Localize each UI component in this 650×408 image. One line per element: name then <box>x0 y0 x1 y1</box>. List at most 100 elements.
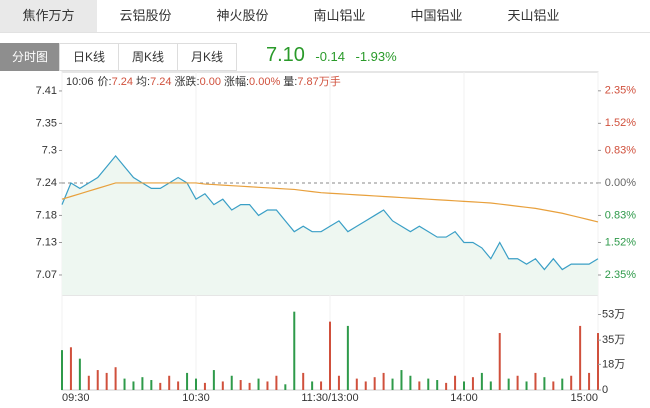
x-tick-label: 15:00 <box>570 392 598 404</box>
change-pct: -1.93% <box>355 49 397 64</box>
volume-bar <box>588 372 591 390</box>
y2-tick-label: 2.35% <box>605 269 636 281</box>
stock-tab[interactable]: 焦作万方 <box>0 0 97 32</box>
y2-tick-label: 0.00% <box>605 177 636 189</box>
x-tick-label: 10:30 <box>182 392 210 404</box>
volume-bar <box>96 370 99 390</box>
volume-bar <box>534 372 537 390</box>
volume-bar <box>516 375 519 390</box>
volume-bar <box>132 381 135 390</box>
period-tabs: 分时图 日K线 周K线 月K线 <box>0 43 237 71</box>
volume-bar <box>284 384 287 390</box>
volume-bar <box>78 358 81 390</box>
stock-tab[interactable]: 中国铝业 <box>410 8 463 23</box>
series-line <box>61 154 599 271</box>
info-label: 涨幅: <box>224 75 249 88</box>
info-value: 0.00 <box>200 76 221 88</box>
volume-bar <box>454 375 457 390</box>
volume-bar <box>203 382 206 390</box>
y2-tick-label: 0.83% <box>605 144 636 156</box>
stock-tab[interactable]: 南山铝业 <box>313 8 366 23</box>
volume-bar <box>427 378 430 390</box>
volume-bar <box>346 325 349 390</box>
volume-tick-label: 35万 <box>602 334 625 346</box>
volume-bar <box>105 372 108 390</box>
volume-bar <box>337 375 340 390</box>
volume-bar <box>311 381 314 390</box>
volume-bar <box>597 333 599 390</box>
volume-bar <box>159 382 162 390</box>
volume-bar <box>195 378 197 390</box>
info-value: 7.24 <box>112 76 133 88</box>
info-line: 10:06 价:7.24 均:7.24 涨跌:0.00 涨幅:0.00% 量:7.87万手 <box>66 74 341 88</box>
volume-bar <box>177 381 180 390</box>
x-tick-label: 11:30/13:00 <box>301 392 358 404</box>
volume-tick-label: 0 <box>602 384 608 396</box>
volume-bar <box>418 381 421 390</box>
info-value: 0.00% <box>249 76 280 88</box>
volume-bar <box>123 378 126 390</box>
volume-bar <box>150 380 153 390</box>
volume-bar <box>373 377 376 390</box>
volume-bar <box>463 381 465 390</box>
volume-bar <box>69 347 72 390</box>
volume-bar <box>364 381 367 390</box>
quote: 7.10 -0.14 -1.93% <box>266 44 403 67</box>
volume-bar <box>552 381 555 390</box>
info-time: 10:06 <box>66 76 94 88</box>
volume-bar <box>293 311 296 390</box>
stock-tab[interactable]: 天山铝业 <box>507 8 560 23</box>
y-tick-label: 7.41 <box>36 85 57 97</box>
volume-tick-label: 53万 <box>602 308 625 320</box>
volume-bar <box>409 375 412 390</box>
volume-bar <box>543 377 546 390</box>
y-tick-label: 7.3 <box>42 144 57 156</box>
volume-bar <box>266 381 269 390</box>
y-tick-label: 7.35 <box>36 117 57 129</box>
stock-tab[interactable]: 神火股份 <box>216 8 269 23</box>
y2-tick-label: 0.83% <box>605 209 636 221</box>
volume-bar <box>239 380 242 390</box>
stock-tabs: 焦作万方 云铝股份 神火股份 南山铝业 中国铝业 天山铝业 <box>0 0 650 33</box>
volume-bar <box>248 382 251 390</box>
volume-bar <box>391 378 394 390</box>
volume-bar <box>489 381 492 390</box>
volume-bar <box>382 372 385 390</box>
volume-bar <box>221 381 224 390</box>
volume-bar <box>436 380 439 390</box>
period-tab[interactable]: 月K线 <box>177 43 237 71</box>
period-tab[interactable]: 分时图 <box>0 43 60 71</box>
volume-bar <box>320 381 323 390</box>
volume-bar <box>61 350 63 390</box>
volume-bar <box>355 378 358 390</box>
y2-tick-label: 2.35% <box>605 85 636 97</box>
volume-bar <box>230 375 233 390</box>
y-tick-label: 7.24 <box>36 177 57 189</box>
price-area <box>62 155 598 295</box>
volume-bar <box>525 381 528 390</box>
volume-bar <box>275 375 278 390</box>
x-tick-label: 14:00 <box>450 392 478 404</box>
change: -0.14 <box>315 49 346 64</box>
volume-bar <box>302 372 305 390</box>
volume-bar <box>87 375 90 390</box>
volume-bar <box>579 325 582 390</box>
info-value: 7.24 <box>150 76 171 88</box>
price: 7.10 <box>266 44 305 66</box>
stock-tab[interactable]: 云铝股份 <box>119 8 172 23</box>
volume-bar <box>480 372 483 390</box>
volume-bar <box>507 378 510 390</box>
series-line <box>61 182 599 223</box>
volume-bar <box>445 382 448 390</box>
y-tick-label: 7.07 <box>36 269 57 281</box>
volume-bar <box>561 378 564 390</box>
info-value: 7.87万手 <box>297 74 340 88</box>
y-tick-label: 7.13 <box>36 236 57 248</box>
volume-bar <box>186 372 189 390</box>
volume-bar <box>498 333 501 390</box>
y2-tick-label: 1.52% <box>605 236 636 248</box>
info-label: 量: <box>283 75 297 88</box>
info-label: 涨跌: <box>175 74 200 88</box>
info-label: 均: <box>136 75 150 88</box>
